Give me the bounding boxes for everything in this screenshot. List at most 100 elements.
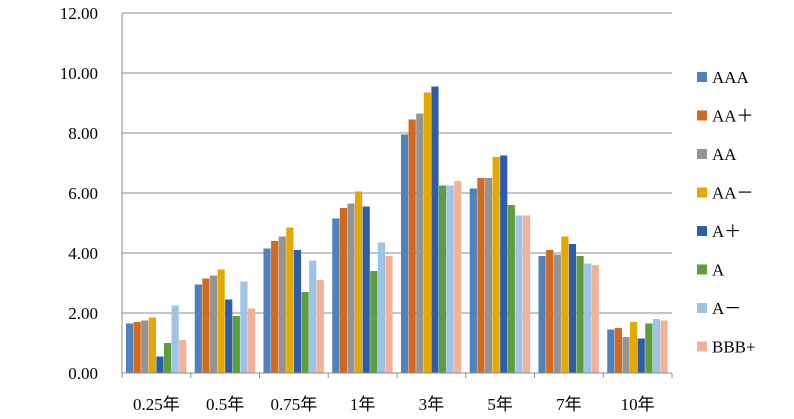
legend-swatch: [697, 264, 707, 275]
bar: [247, 308, 256, 373]
x-tick-label: 3年: [419, 395, 445, 414]
axes: [121, 13, 673, 378]
bar: [423, 92, 431, 373]
bar: [538, 256, 546, 373]
bar: [591, 265, 599, 373]
y-tick-label: 4.00: [68, 244, 98, 263]
bar: [217, 269, 225, 373]
bar: [438, 185, 447, 373]
x-tick-label: 5年: [487, 395, 513, 414]
bar: [347, 203, 355, 373]
bar: [515, 215, 523, 373]
legend-swatch: [697, 187, 707, 198]
bar: [561, 236, 569, 373]
y-tick-label: 6.00: [68, 184, 98, 203]
bar: [576, 256, 584, 373]
bar: [584, 263, 592, 373]
bar: [660, 320, 668, 373]
legend-label: AAA: [712, 68, 750, 87]
x-tick-label: 10年: [621, 395, 655, 414]
bar: [637, 338, 645, 373]
bar: [133, 322, 141, 373]
bar: [286, 227, 294, 373]
legend-label: A－: [712, 299, 741, 318]
legend-swatch: [697, 149, 707, 159]
legend-label: AA: [712, 145, 737, 164]
bar: [454, 181, 462, 373]
bar: [141, 320, 149, 373]
bar: [194, 284, 202, 373]
bar: [163, 343, 172, 373]
bar: [469, 188, 477, 373]
x-tick-label: 0.75年: [271, 395, 318, 414]
legend-label: AA＋: [712, 107, 754, 126]
y-tick-label: 8.00: [68, 124, 98, 143]
bar: [271, 241, 279, 373]
bar: [614, 328, 623, 373]
bar: [370, 271, 378, 373]
bar: [240, 281, 248, 373]
bar: [568, 244, 577, 373]
bar: [416, 113, 424, 373]
bars: [125, 86, 668, 373]
x-tick-label: 0.25年: [133, 395, 180, 414]
x-tick-label: 0.5年: [206, 395, 244, 414]
bar: [278, 236, 286, 373]
legend-swatch: [697, 72, 707, 82]
legend-label: AA－: [712, 184, 754, 203]
y-tick-label: 2.00: [68, 304, 98, 323]
bar: [477, 178, 485, 373]
legend-label: A＋: [712, 222, 741, 241]
bar: [148, 317, 156, 373]
bar: [385, 256, 393, 373]
bar: [607, 329, 615, 373]
y-tick-label: 10.00: [60, 64, 98, 83]
x-tick-labels: 0.25年 0.5年 0.75年 1年 3年 5年 7年 10年: [133, 395, 655, 414]
bar: [125, 323, 134, 373]
bar: [332, 218, 340, 373]
bar: [400, 134, 409, 373]
x-tick-label: 7年: [556, 395, 582, 414]
bar: [484, 178, 493, 373]
bar: [309, 260, 317, 373]
bar: [431, 86, 439, 373]
bar: [622, 337, 630, 373]
legend-swatch: [697, 226, 707, 236]
bar: [355, 191, 363, 373]
bar: [156, 356, 164, 373]
bar: [500, 155, 508, 373]
y-tick-label: 0.00: [68, 364, 98, 383]
legend-label: BBB+: [712, 338, 756, 357]
bar: [202, 278, 210, 373]
y-tick-labels: 0.00 2.00 4.00 6.00 8.00 10.00 12.00: [60, 4, 98, 383]
y-tick-label: 12.00: [60, 4, 98, 23]
bar: [446, 185, 454, 373]
bar: [377, 242, 386, 373]
bar: [645, 323, 653, 373]
x-tick-label: 1年: [350, 395, 376, 414]
bar: [652, 319, 661, 373]
bar: [209, 275, 218, 373]
bar: [171, 305, 179, 373]
bar: [546, 250, 554, 373]
bar: [492, 157, 500, 373]
bar: [522, 215, 531, 373]
legend-swatch: [697, 341, 707, 352]
bar: [263, 248, 271, 373]
bar: [232, 316, 240, 373]
bar: [225, 299, 233, 373]
legend-swatch: [697, 110, 707, 121]
bar: [316, 280, 324, 373]
bar: [362, 206, 370, 373]
bar: [507, 205, 515, 373]
legend-label: A: [712, 261, 725, 280]
bar: [301, 292, 309, 373]
bar: [293, 250, 302, 373]
bar: [408, 119, 416, 373]
bar: [553, 254, 561, 373]
bar: [179, 340, 187, 373]
bar: [630, 322, 638, 373]
bar: [339, 208, 348, 373]
